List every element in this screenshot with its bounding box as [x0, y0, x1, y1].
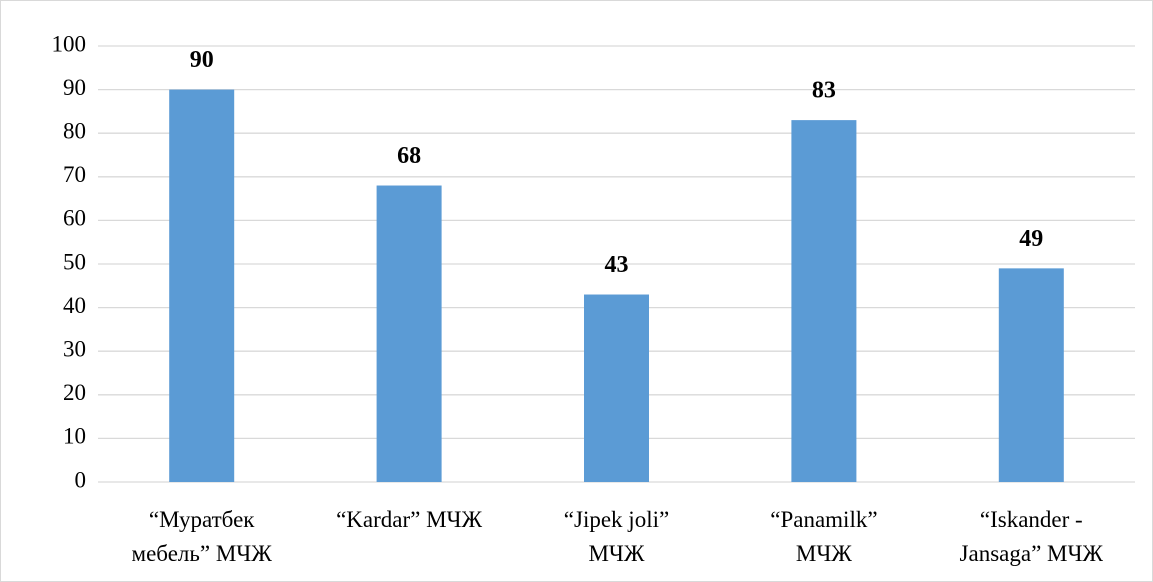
y-tick-label: 90	[63, 75, 86, 100]
y-tick-label: 10	[63, 424, 86, 449]
bar	[584, 294, 649, 482]
data-label: 83	[812, 78, 836, 104]
bar	[169, 89, 235, 482]
y-tick-label: 50	[63, 249, 86, 274]
y-tick-label: 30	[63, 336, 86, 361]
data-label: 90	[190, 47, 214, 73]
data-label: 68	[397, 143, 421, 169]
y-tick-label: 60	[63, 206, 86, 231]
y-tick-label: 100	[52, 31, 87, 56]
x-tick-label: “Iskander -Jansaga” МЧЖ	[960, 507, 1104, 566]
y-tick-label: 80	[63, 118, 86, 143]
y-tick-label: 70	[63, 162, 86, 187]
bar	[791, 120, 857, 483]
y-tick-label: 20	[63, 380, 86, 405]
data-label: 43	[605, 252, 629, 278]
x-tick-label: “Kardar” МЧЖ	[336, 507, 482, 532]
x-tick-label: “Муратбек мебель” МЧЖ	[132, 507, 273, 566]
y-tick-label: 0	[75, 467, 87, 492]
data-label: 49	[1019, 226, 1043, 252]
y-tick-label: 40	[63, 293, 86, 318]
x-tick-label: “Panamilk” МЧЖ	[770, 507, 877, 566]
x-tick-label: “Jipek joli” МЧЖ	[564, 507, 669, 566]
bar	[998, 268, 1064, 482]
bar	[376, 185, 442, 482]
